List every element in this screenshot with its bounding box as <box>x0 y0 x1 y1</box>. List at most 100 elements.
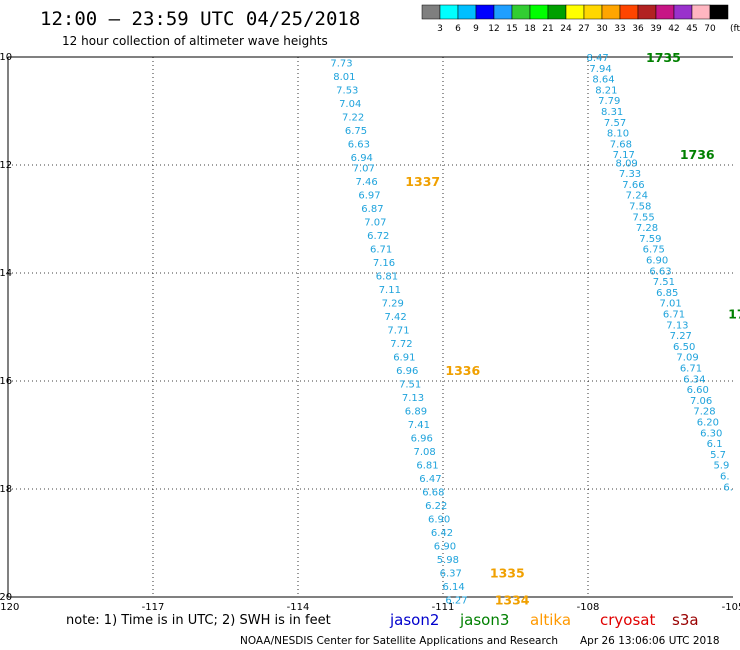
swh-value: 6.20 <box>697 418 719 429</box>
y-tick-label: -16 <box>0 376 12 387</box>
swh-value: 6.1 <box>707 439 723 450</box>
x-tick-label: -117 <box>142 602 165 613</box>
colorbar-swatch <box>421 4 441 20</box>
pass-time-labels: 1337 1336 1335 1334 1735 1736 1737 <box>405 50 740 608</box>
swh-value: 7.04 <box>339 99 361 110</box>
swh-value: 7.17 <box>613 150 635 161</box>
satellite-label: cryosat <box>600 611 655 629</box>
swh-value: 6.89 <box>405 407 427 418</box>
swh-value: 7.46 <box>356 177 378 188</box>
swh-value: 7.13 <box>666 320 688 331</box>
swh-value: 6.91 <box>393 353 415 364</box>
swh-value: 8.09 <box>616 158 638 169</box>
swh-value: 6.81 <box>376 272 398 283</box>
colorbar-swatch <box>439 4 459 20</box>
colorbar-tick-label: 15 <box>506 24 517 34</box>
colorbar-swatch <box>547 4 567 20</box>
swh-points: 7.738.017.537.047.226.756.636.947.077.46… <box>330 53 733 607</box>
colorbar-tick-label: 9 <box>473 24 479 34</box>
colorbar-tick-label: 36 <box>632 24 644 34</box>
pass-time-label: 1336 <box>445 363 480 378</box>
swh-value: 6.71 <box>370 245 392 256</box>
pass-time-label: 1334 <box>495 593 530 608</box>
y-tick-label: -20 <box>0 592 12 603</box>
swh-value: 6.90 <box>646 256 668 267</box>
satellite-label: s3a <box>672 611 699 629</box>
swh-value: 7.73 <box>330 58 352 69</box>
colorbar-swatch <box>457 4 477 20</box>
swh-value: 7.42 <box>385 312 407 323</box>
swh-value: 6.75 <box>345 126 367 137</box>
swh-value: 6.42 <box>431 528 453 539</box>
swh-value: 6.71 <box>680 364 702 375</box>
pass-time-label: 1335 <box>490 566 525 581</box>
swh-value: 6.47 <box>419 474 441 485</box>
swh-value: 7.28 <box>693 407 715 418</box>
swh-value: 7.22 <box>342 112 364 123</box>
colorbar-swatch <box>655 4 675 20</box>
colorbar-tick-label: 39 <box>650 24 662 34</box>
colorbar-unit: (ft) <box>730 24 740 34</box>
chart-title: 12:00 – 23:59 UTC 04/25/2018 <box>40 8 360 30</box>
colorbar-swatch <box>691 4 711 20</box>
x-tick-label: -120 <box>0 602 19 613</box>
colorbar-swatch <box>619 4 639 20</box>
swh-value: 7.66 <box>622 180 644 191</box>
swh-value: 7.79 <box>598 96 620 107</box>
swh-value: 6.81 <box>416 461 438 472</box>
swh-value: 5.98 <box>437 555 459 566</box>
colorbar-tick-label: 70 <box>704 24 716 34</box>
swh-value: 7.16 <box>373 258 395 269</box>
chart-subtitle: 12 hour collection of altimeter wave hei… <box>62 34 328 48</box>
swh-value: 7.94 <box>589 64 611 75</box>
colorbar-tick-label: 30 <box>596 24 608 34</box>
x-tick-label: -105 <box>722 602 740 613</box>
swh-value: 6.97 <box>358 191 380 202</box>
swh-value: 6.96 <box>411 434 433 445</box>
swh-value: 7.33 <box>619 169 641 180</box>
swh-value: 6.90 <box>428 515 450 526</box>
colorbar-tick-label: 21 <box>542 24 553 34</box>
colorbar-swatch <box>511 4 531 20</box>
swh-value: 7.51 <box>653 277 675 288</box>
swh-value: 8.64 <box>592 75 614 86</box>
colorbar-swatch <box>637 4 657 20</box>
swh-value: 7.07 <box>353 164 375 175</box>
swh-value: 7.57 <box>604 118 626 129</box>
y-tick-label: -10 <box>0 52 12 63</box>
swh-value: 6.37 <box>440 569 462 580</box>
swh-value: 6.85 <box>656 288 678 299</box>
swh-value: 7.11 <box>379 285 401 296</box>
swh-value: 7.72 <box>390 339 412 350</box>
swh-value: 6. <box>723 482 733 493</box>
x-tick-label: -108 <box>577 602 600 613</box>
colorbar-tick-label: 45 <box>686 24 697 34</box>
satellite-label: jason3 <box>459 611 509 629</box>
colorbar-tick-label: 3 <box>437 24 443 34</box>
swh-value: 6.90 <box>434 542 456 553</box>
swh-value: 8.01 <box>333 72 355 83</box>
swh-value: 6.75 <box>643 245 665 256</box>
swh-value: 8.47 <box>587 53 609 64</box>
swh-value: 6.14 <box>443 582 465 593</box>
swh-value: 6.60 <box>687 385 709 396</box>
y-tick-label: -14 <box>0 268 12 279</box>
colorbar-tick-label: 18 <box>524 24 536 34</box>
colorbar-swatch <box>475 4 495 20</box>
y-tick-label: -12 <box>0 160 12 171</box>
satellite-legend: jason2 jason3 altika cryosat s3a <box>389 611 699 629</box>
swh-value: 6.27 <box>445 596 467 607</box>
swh-value: 7.01 <box>660 299 682 310</box>
swh-value: 6.72 <box>367 231 389 242</box>
swh-value: 6.71 <box>663 310 685 321</box>
swh-value: 7.41 <box>408 420 430 431</box>
swh-value: 5.9 <box>713 461 729 472</box>
x-tick-label: -111 <box>432 602 455 613</box>
colorbar-swatch <box>493 4 513 20</box>
colorbar-tick-label: 6 <box>455 24 461 34</box>
swh-value: 7.68 <box>610 139 632 150</box>
swh-value: 7.53 <box>336 85 358 96</box>
satellite-label: altika <box>530 611 571 629</box>
swh-value: 6.68 <box>422 488 444 499</box>
